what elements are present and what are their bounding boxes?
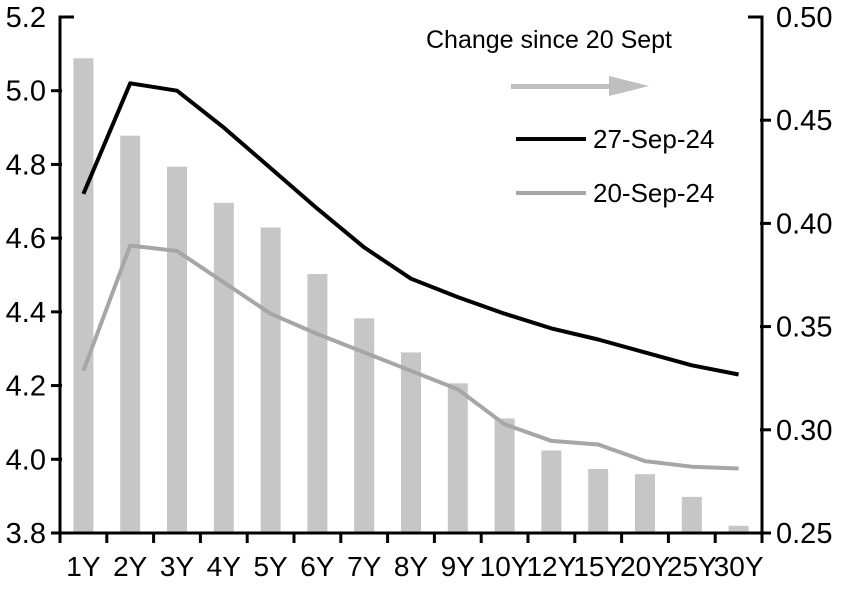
left-axis-tick-label: 4.2 <box>6 371 46 403</box>
series-line-20-sep-24 <box>81 243 739 471</box>
left-axis-tick-label: 4.8 <box>6 149 46 181</box>
x-axis-category-label: 10Y <box>480 551 530 582</box>
x-axis-category-label: 3Y <box>160 551 195 582</box>
right-axis-tick-label: 0.30 <box>776 415 832 447</box>
change-bar <box>541 450 562 533</box>
x-axis-category-label: 8Y <box>394 551 429 582</box>
x-axis-category-label: 2Y <box>113 551 148 582</box>
change-bar <box>635 474 655 533</box>
x-axis-category-label: 15Y <box>573 551 623 582</box>
right-axis-tick-label: 0.45 <box>776 105 832 137</box>
x-axis-category-label: 1Y <box>66 551 101 582</box>
left-axis-tick-label: 3.8 <box>6 518 46 550</box>
change-bar <box>354 318 375 533</box>
x-axis-category-label: 20Y <box>620 551 670 582</box>
axis-frame <box>58 15 764 535</box>
left-axis-tick-label: 4.4 <box>6 297 46 329</box>
x-axis-category-label: 4Y <box>207 551 242 582</box>
change-bar <box>728 525 749 533</box>
change-bar <box>73 58 94 533</box>
x-axis-category-label: 9Y <box>441 551 476 582</box>
change-bar <box>401 352 421 533</box>
change-bar <box>213 202 234 533</box>
right-axis-tick-label: 0.50 <box>776 2 832 34</box>
x-axis-category-label: 25Y <box>667 551 717 582</box>
change-bar <box>588 469 609 533</box>
change-bar <box>260 227 281 533</box>
left-axis-tick-label: 4.0 <box>6 444 46 476</box>
series-line-27-sep-24 <box>81 81 739 377</box>
left-axis-tick-label: 5.0 <box>6 76 46 108</box>
right-axis-tick-label: 0.25 <box>776 518 832 550</box>
x-axis-category-label: 7Y <box>347 551 382 582</box>
change-bar <box>307 273 328 533</box>
right-axis-tick-label: 0.35 <box>776 312 832 344</box>
x-axis-category-label: 6Y <box>300 551 335 582</box>
right-axis-tick-label: 0.40 <box>776 208 832 240</box>
x-axis-category-label: 12Y <box>526 551 576 582</box>
change-bar <box>681 496 702 533</box>
left-axis-tick-label: 4.6 <box>6 223 46 255</box>
change-bar <box>447 383 468 533</box>
x-axis-category-label: 30Y <box>714 551 764 582</box>
change-bar <box>167 166 187 533</box>
left-axis-tick-label: 5.2 <box>6 2 46 34</box>
x-axis-category-label: 5Y <box>253 551 288 582</box>
change-bar <box>494 418 515 533</box>
change-bar <box>120 135 141 533</box>
